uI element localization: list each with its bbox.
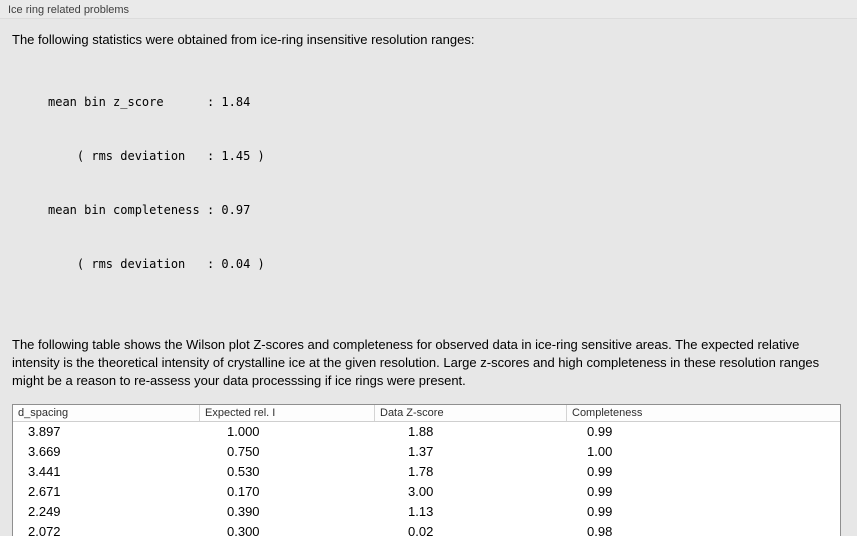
table-cell: 0.170 xyxy=(227,484,260,499)
table-cell: 0.99 xyxy=(587,464,613,479)
table-cell: 1.37 xyxy=(408,444,434,459)
stats-line-zscore: mean bin z_score : 1.84 xyxy=(48,95,251,109)
table-row[interactable]: 3.669 0.750 1.37 1.00 xyxy=(13,442,840,462)
table-cell: 2.249 xyxy=(28,504,61,519)
ice-ring-table: d_spacing Expected rel. I Data Z-score Comp… xyxy=(12,404,841,536)
table-row[interactable]: 3.897 1.000 1.88 0.99 xyxy=(13,422,840,442)
table-cell: 0.02 xyxy=(408,524,434,536)
table-cell: 2.671 xyxy=(28,484,61,499)
table-header-row: d_spacing Expected rel. I Data Z-score Comp… xyxy=(13,405,840,422)
table-cell: 2.072 xyxy=(28,524,61,536)
table-cell: 3.897 xyxy=(28,424,61,439)
table-cell: 0.390 xyxy=(227,504,260,519)
table-cell: 3.669 xyxy=(28,444,61,459)
table-cell: 0.99 xyxy=(587,504,613,519)
description-text: The following table shows the Wilson plo… xyxy=(12,337,820,388)
column-header-expected-rel-i[interactable]: Expected rel. I xyxy=(200,405,375,421)
table-cell: 0.98 xyxy=(587,524,613,536)
table-cell: 3.441 xyxy=(28,464,61,479)
table-row[interactable]: 2.072 0.300 0.02 0.98 xyxy=(13,522,840,536)
table-row[interactable]: 2.671 0.170 3.00 0.99 xyxy=(13,482,840,502)
table-row[interactable]: 2.249 0.390 1.13 0.99 xyxy=(13,502,840,522)
panel-content: The following statistics were obtained f… xyxy=(0,19,857,536)
table-cell: 0.530 xyxy=(227,464,260,479)
table-row[interactable]: 3.441 0.530 1.78 0.99 xyxy=(13,462,840,482)
column-header-data-z-score[interactable]: Data Z-score xyxy=(375,405,567,421)
column-header-completeness[interactable]: Completeness xyxy=(572,407,643,419)
stats-line-completeness-rms: ( rms deviation : 0.04 ) xyxy=(48,257,265,271)
table-cell: 1.00 xyxy=(587,444,613,459)
stats-line-completeness: mean bin completeness : 0.97 xyxy=(48,203,251,217)
column-header-d-spacing[interactable]: d_spacing xyxy=(13,405,200,421)
intro-text: The following statistics were obtained f… xyxy=(12,32,475,47)
table-cell: 0.300 xyxy=(227,524,260,536)
table-cell: 0.99 xyxy=(587,424,613,439)
stats-block: mean bin z_score : 1.84 ( rms deviation … xyxy=(48,57,841,309)
table-cell: 1.000 xyxy=(227,424,260,439)
table-cell: 0.750 xyxy=(227,444,260,459)
table-cell: 1.78 xyxy=(408,464,434,479)
table-cell: 1.13 xyxy=(408,504,434,519)
table-body: 3.897 1.000 1.88 0.99 3.669 0.750 1.37 1.00 3.44… xyxy=(13,422,840,536)
table-cell: 3.00 xyxy=(408,484,434,499)
table-cell: 0.99 xyxy=(587,484,613,499)
panel-title: Ice ring related problems xyxy=(0,0,857,19)
table-cell: 1.88 xyxy=(408,424,434,439)
stats-line-zscore-rms: ( rms deviation : 1.45 ) xyxy=(48,149,265,163)
